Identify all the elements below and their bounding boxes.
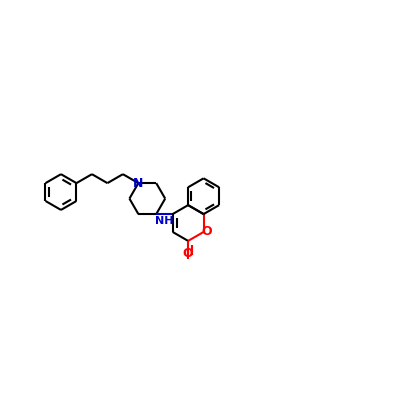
Text: O: O [183,248,194,260]
Text: N: N [133,177,144,190]
Text: NH: NH [155,216,174,226]
Text: O: O [202,226,212,238]
